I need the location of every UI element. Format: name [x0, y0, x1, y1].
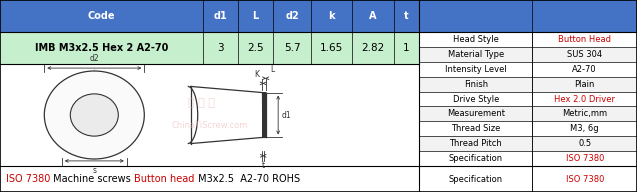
- Text: A2-70: A2-70: [573, 65, 597, 74]
- Ellipse shape: [70, 94, 118, 136]
- Text: t: t: [262, 161, 265, 170]
- Text: Thread Pitch: Thread Pitch: [450, 139, 502, 148]
- Text: L: L: [270, 65, 275, 74]
- Text: 3: 3: [217, 43, 224, 53]
- Bar: [533, 121, 637, 136]
- Bar: [533, 32, 637, 47]
- Text: Specification: Specification: [448, 154, 503, 163]
- Text: ISO 7380: ISO 7380: [566, 154, 604, 163]
- Text: Button Head: Button Head: [558, 35, 612, 44]
- Text: ChinaTiScrew.com: ChinaTiScrew.com: [171, 121, 248, 130]
- Text: Intensity Level: Intensity Level: [445, 65, 506, 74]
- Text: d1: d1: [214, 11, 227, 21]
- Bar: [0, 0, 419, 32]
- Bar: [419, 47, 533, 62]
- Text: IMB M3x2.5 Hex 2 A2-70: IMB M3x2.5 Hex 2 A2-70: [35, 43, 168, 53]
- Text: s: s: [92, 166, 96, 175]
- Text: 5.7: 5.7: [284, 43, 301, 53]
- Text: Head Style: Head Style: [453, 35, 499, 44]
- Bar: [419, 62, 533, 77]
- Bar: [533, 47, 637, 62]
- Text: Plain: Plain: [575, 80, 595, 89]
- Text: 1.65: 1.65: [320, 43, 343, 53]
- Text: Metric,mm: Metric,mm: [562, 109, 607, 118]
- Text: Specification: Specification: [448, 175, 503, 184]
- Bar: [419, 151, 533, 166]
- Text: t: t: [404, 11, 409, 21]
- Text: Finish: Finish: [464, 80, 488, 89]
- Bar: [0, 32, 419, 64]
- Text: 1: 1: [403, 43, 410, 53]
- Bar: [533, 77, 637, 92]
- Bar: [419, 77, 533, 92]
- Text: d1: d1: [281, 111, 290, 119]
- Bar: [533, 62, 637, 77]
- Bar: [419, 166, 533, 192]
- Bar: [419, 0, 637, 32]
- Bar: [533, 136, 637, 151]
- Bar: [0, 166, 419, 192]
- Bar: [419, 121, 533, 136]
- Text: SUS 304: SUS 304: [567, 50, 602, 59]
- Text: ISO 7380: ISO 7380: [6, 174, 50, 184]
- Text: L: L: [252, 11, 259, 21]
- Text: Thread Size: Thread Size: [451, 124, 501, 133]
- Text: 2.5: 2.5: [247, 43, 264, 53]
- Bar: [533, 166, 637, 192]
- Text: Machine screws: Machine screws: [50, 174, 134, 184]
- Text: Button head: Button head: [134, 174, 195, 184]
- Text: K: K: [254, 70, 259, 79]
- Text: 0.5: 0.5: [578, 139, 591, 148]
- Bar: [419, 106, 533, 121]
- Text: d2: d2: [89, 54, 99, 63]
- Text: 2.82: 2.82: [361, 43, 385, 53]
- Text: Code: Code: [88, 11, 115, 21]
- Bar: [419, 136, 533, 151]
- Bar: [533, 92, 637, 106]
- Text: Material Type: Material Type: [448, 50, 504, 59]
- Ellipse shape: [45, 71, 145, 159]
- Text: Drive Style: Drive Style: [453, 94, 499, 103]
- Text: k: k: [329, 11, 335, 21]
- Bar: [419, 32, 533, 47]
- Text: Measurement: Measurement: [447, 109, 505, 118]
- Text: A: A: [369, 11, 377, 21]
- Text: ISO 7380: ISO 7380: [566, 175, 604, 184]
- Text: M3, 6g: M3, 6g: [570, 124, 599, 133]
- Text: Hex 2.0 Driver: Hex 2.0 Driver: [554, 94, 615, 103]
- Bar: [533, 106, 637, 121]
- Bar: [0, 64, 419, 166]
- Bar: [533, 151, 637, 166]
- Text: d2: d2: [285, 11, 299, 21]
- Bar: [419, 92, 533, 106]
- Text: M3x2.5  A2-70 ROHS: M3x2.5 A2-70 ROHS: [195, 174, 300, 184]
- Text: 螺 神 颅: 螺 神 颅: [188, 98, 215, 108]
